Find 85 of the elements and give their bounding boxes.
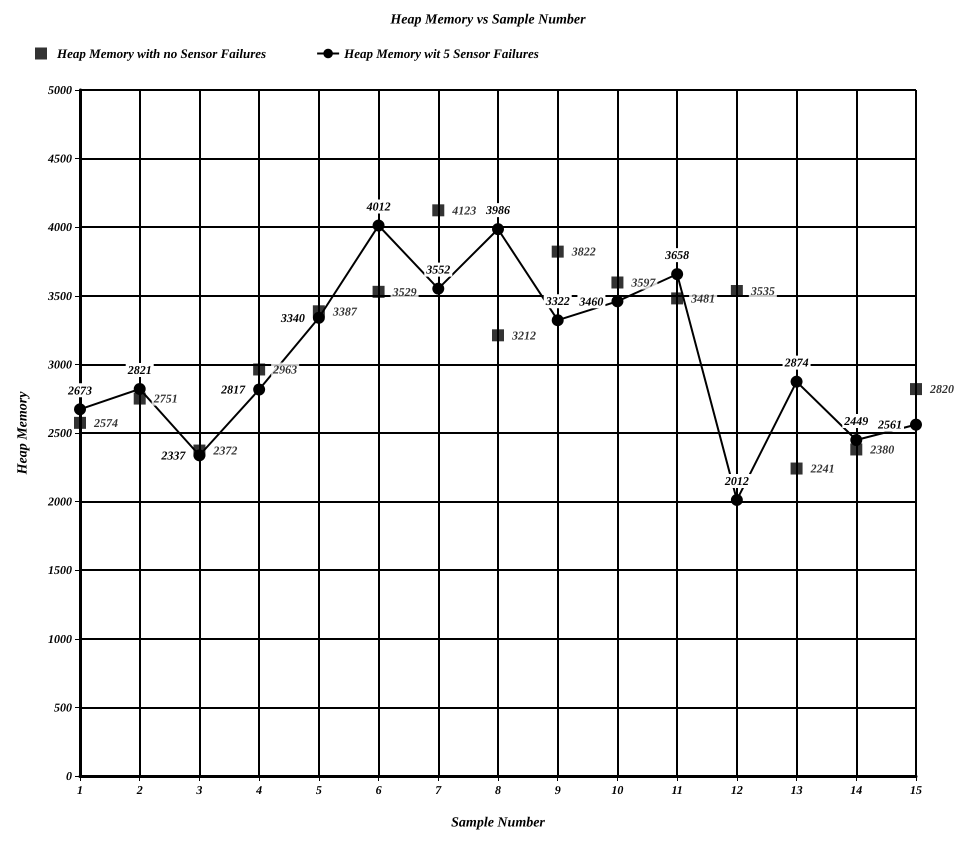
y-tick-label: 2000 — [47, 494, 72, 509]
y-tick-label: 3500 — [47, 288, 72, 303]
data-label: 3986 — [485, 203, 510, 218]
point — [552, 314, 564, 326]
y-tick-label: 500 — [54, 700, 72, 714]
data-label: 2963 — [272, 362, 298, 376]
point — [730, 494, 743, 506]
data-label: 2449 — [843, 414, 868, 428]
x-tick-label: 14 — [850, 783, 862, 797]
x-tick-label: 12 — [730, 783, 743, 797]
data-label: 3340 — [280, 310, 305, 325]
point — [253, 363, 266, 376]
point — [552, 246, 564, 258]
point — [74, 403, 86, 416]
x-tick-label: 9 — [554, 783, 561, 797]
x-tick-label: 7 — [435, 783, 442, 797]
data-label: 3212 — [511, 328, 536, 342]
data-label: 2241 — [810, 462, 835, 476]
x-tick-label: 4 — [255, 783, 262, 797]
y-tick-label: 1500 — [48, 563, 72, 578]
point — [910, 383, 922, 396]
data-label: 3387 — [332, 304, 358, 318]
data-label: 2817 — [220, 382, 246, 397]
point — [193, 449, 206, 462]
legend-label: Heap Memory wit 5 Sensor Failures — [343, 46, 539, 61]
data-label: 3529 — [392, 284, 417, 299]
y-tick-label: 2500 — [47, 426, 72, 440]
x-tick-label: 1 — [77, 783, 83, 797]
point — [432, 282, 444, 295]
point — [790, 376, 803, 388]
y-tick-label: 3000 — [47, 357, 72, 372]
x-tick-label: 6 — [376, 783, 382, 797]
point — [611, 276, 624, 288]
point — [492, 223, 504, 236]
data-label: 3481 — [690, 291, 716, 306]
data-label: 2561 — [877, 418, 902, 432]
data-label: 4123 — [451, 203, 476, 218]
x-tick-label: 10 — [611, 783, 624, 797]
point — [312, 312, 325, 324]
point — [850, 434, 862, 446]
point — [910, 418, 922, 431]
legend-label: Heap Memory with no Sensor Failures — [56, 46, 266, 61]
x-tick-label: 11 — [671, 783, 683, 797]
data-label: 2380 — [869, 442, 894, 456]
data-label: 2574 — [93, 416, 118, 430]
point — [671, 292, 684, 304]
point — [432, 204, 444, 216]
data-label: 2012 — [724, 474, 749, 488]
point — [671, 268, 684, 280]
data-label: 4012 — [366, 200, 391, 214]
x-tick-label: 13 — [790, 783, 803, 797]
data-label: 3552 — [425, 262, 450, 277]
x-axis-title: Sample Number — [451, 816, 546, 830]
point — [253, 384, 266, 396]
y-axis-title: Heap Memory — [16, 390, 30, 476]
x-tick-label: 2 — [136, 783, 143, 797]
data-label: 2751 — [152, 392, 178, 406]
data-label: 3460 — [578, 294, 604, 308]
x-tick-label: 5 — [316, 783, 322, 797]
data-label: 3597 — [630, 275, 656, 290]
data-label: 2372 — [212, 444, 238, 458]
point — [74, 416, 86, 429]
x-tick-label: 8 — [495, 783, 501, 797]
point — [790, 462, 803, 475]
chart-title: Heap Memory vs Sample Number — [389, 12, 586, 28]
data-label: 3322 — [544, 294, 570, 308]
data-label: 3535 — [750, 284, 775, 298]
data-label: 2673 — [67, 383, 92, 398]
point — [372, 220, 385, 232]
point — [492, 329, 504, 342]
data-label: 2820 — [929, 382, 954, 396]
data-label: 3822 — [570, 244, 596, 259]
data-label: 2821 — [126, 362, 152, 377]
x-tick-label: 3 — [195, 783, 202, 797]
data-label: 3658 — [664, 248, 690, 262]
y-tick-label: 1000 — [48, 632, 72, 646]
point — [134, 382, 146, 395]
x-tick-label: 15 — [910, 783, 922, 797]
y-tick-label: 4000 — [47, 220, 72, 234]
y-tick-label: 4500 — [47, 152, 72, 166]
data-label: 2337 — [160, 448, 186, 462]
data-label: 2874 — [784, 356, 809, 370]
y-tick-label: 5000 — [48, 83, 72, 97]
point — [372, 286, 385, 298]
y-tick-label: 0 — [66, 769, 72, 783]
